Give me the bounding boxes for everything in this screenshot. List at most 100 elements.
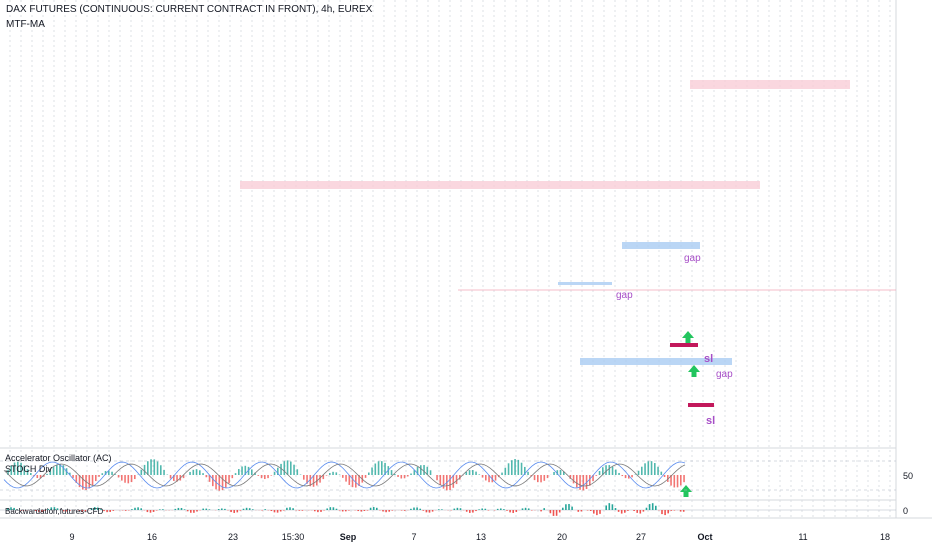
osc-bar — [46, 473, 48, 475]
osc-bar — [195, 469, 198, 475]
osc-bar — [212, 475, 214, 487]
osc-bar — [143, 464, 146, 475]
back-bar — [673, 510, 676, 511]
osc-bar — [563, 471, 565, 475]
osc-bar — [208, 475, 211, 482]
osc-bar — [147, 461, 149, 475]
back-bar — [292, 508, 294, 510]
osc-bar — [390, 470, 393, 475]
back-bar — [664, 510, 666, 516]
osc-bar — [423, 465, 425, 475]
lower-panels: Accelerator Oscillator (AC)STOCH Div Back… — [0, 453, 896, 516]
osc-bar — [403, 475, 406, 479]
back-bar — [78, 510, 80, 511]
back-bar — [636, 510, 638, 513]
zones — [240, 80, 896, 407]
back-bar — [335, 508, 338, 510]
osc-bar — [576, 475, 578, 488]
osc-bar — [36, 475, 39, 479]
back-bar — [22, 510, 25, 511]
back-bar — [552, 510, 555, 516]
osc-bar — [426, 466, 429, 475]
back-bar — [13, 507, 15, 510]
osc-bar — [52, 467, 55, 475]
osc-bar — [676, 475, 679, 488]
back-bar — [422, 510, 425, 511]
osc-bar — [303, 475, 305, 480]
back-bar — [388, 510, 390, 512]
back-bar — [465, 510, 468, 512]
back-bar — [593, 510, 595, 514]
osc-bar — [335, 472, 338, 475]
back-bar — [614, 508, 617, 510]
back-bar — [221, 508, 223, 510]
back-bar — [44, 510, 46, 511]
osc-bar — [455, 475, 458, 485]
back-bar — [481, 508, 483, 510]
osc-bar — [598, 470, 601, 475]
osc-bar — [660, 471, 663, 475]
gap-label: gap — [716, 369, 733, 380]
back-bar — [642, 510, 645, 512]
osc-bar — [374, 463, 377, 475]
osc-bar — [494, 475, 497, 481]
back-bar — [7, 508, 9, 510]
back-bar — [366, 510, 369, 511]
back-bar — [239, 510, 242, 511]
gap-zone — [580, 358, 732, 365]
osc-bar — [121, 475, 123, 481]
back-bar — [264, 509, 266, 510]
osc-bar — [111, 471, 113, 475]
osc-bar — [514, 459, 516, 475]
osc-bar — [267, 475, 269, 479]
back-bar — [403, 510, 406, 511]
back-bar — [10, 507, 12, 510]
back-bar — [84, 510, 87, 512]
osc-bar — [420, 465, 422, 475]
back-bar — [208, 509, 211, 510]
osc-bar — [30, 472, 32, 475]
osc-bar — [104, 470, 107, 475]
back-bar — [134, 507, 136, 510]
back-bar — [177, 507, 180, 510]
back-bar — [230, 510, 232, 513]
osc-bar — [329, 472, 331, 475]
up-arrow-icon — [680, 485, 692, 497]
osc-bar — [569, 475, 572, 479]
osc-bar — [628, 475, 630, 479]
osc-bar — [351, 475, 354, 488]
back-bar — [456, 507, 459, 510]
osc-bar — [153, 459, 156, 475]
osc-bar — [130, 475, 133, 483]
osc-bar — [17, 461, 19, 475]
osc-bar — [605, 465, 607, 475]
back-bar — [62, 510, 65, 512]
up-arrow-icon — [688, 365, 700, 377]
back-bar — [19, 510, 22, 511]
gap-label: gap — [684, 253, 701, 264]
back-bar — [503, 509, 505, 510]
back-bar — [580, 510, 583, 512]
back-bar — [555, 510, 558, 516]
osc-bar — [504, 467, 507, 475]
x-tick-label: 20 — [557, 532, 567, 542]
x-tick-label: 11 — [798, 532, 807, 542]
back-bar — [512, 510, 514, 513]
osc-scale-label: 50 — [903, 471, 913, 481]
osc-bar — [397, 475, 399, 477]
osc-bar — [59, 464, 61, 475]
osc-bar — [189, 471, 191, 475]
gap-zone — [558, 282, 612, 285]
osc-bar — [416, 467, 419, 475]
back-bar — [633, 510, 635, 512]
osc-bar — [293, 464, 295, 475]
osc-bar — [663, 475, 666, 478]
back-bar — [506, 510, 508, 511]
back-bar — [242, 508, 245, 510]
sl-label: sl — [704, 353, 713, 365]
back-bar — [202, 508, 204, 510]
target-zone — [690, 80, 850, 89]
back-bar — [329, 507, 332, 510]
back-bar — [568, 504, 570, 510]
